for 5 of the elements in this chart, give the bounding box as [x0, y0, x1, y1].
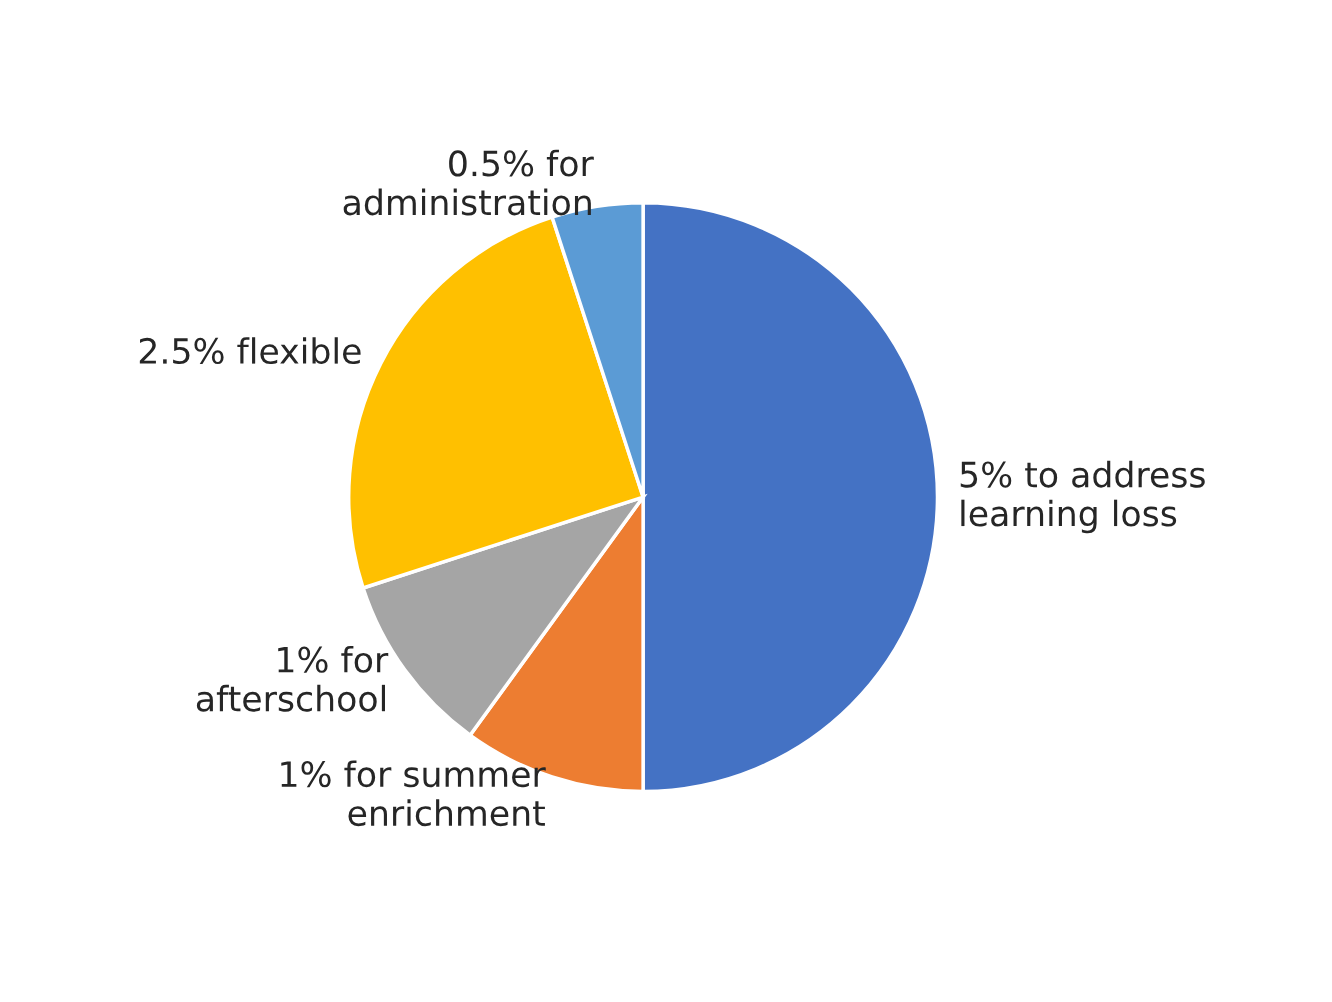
slice-label: 0.5% for administration: [343, 149, 594, 216]
slice-label: 1% for afterschool: [196, 645, 389, 712]
slice-label: 1% for summer enrichment: [281, 760, 546, 827]
slice-label: 2.5% flexible: [139, 337, 361, 365]
slice-label: 5% to address learning loss: [960, 460, 1205, 534]
